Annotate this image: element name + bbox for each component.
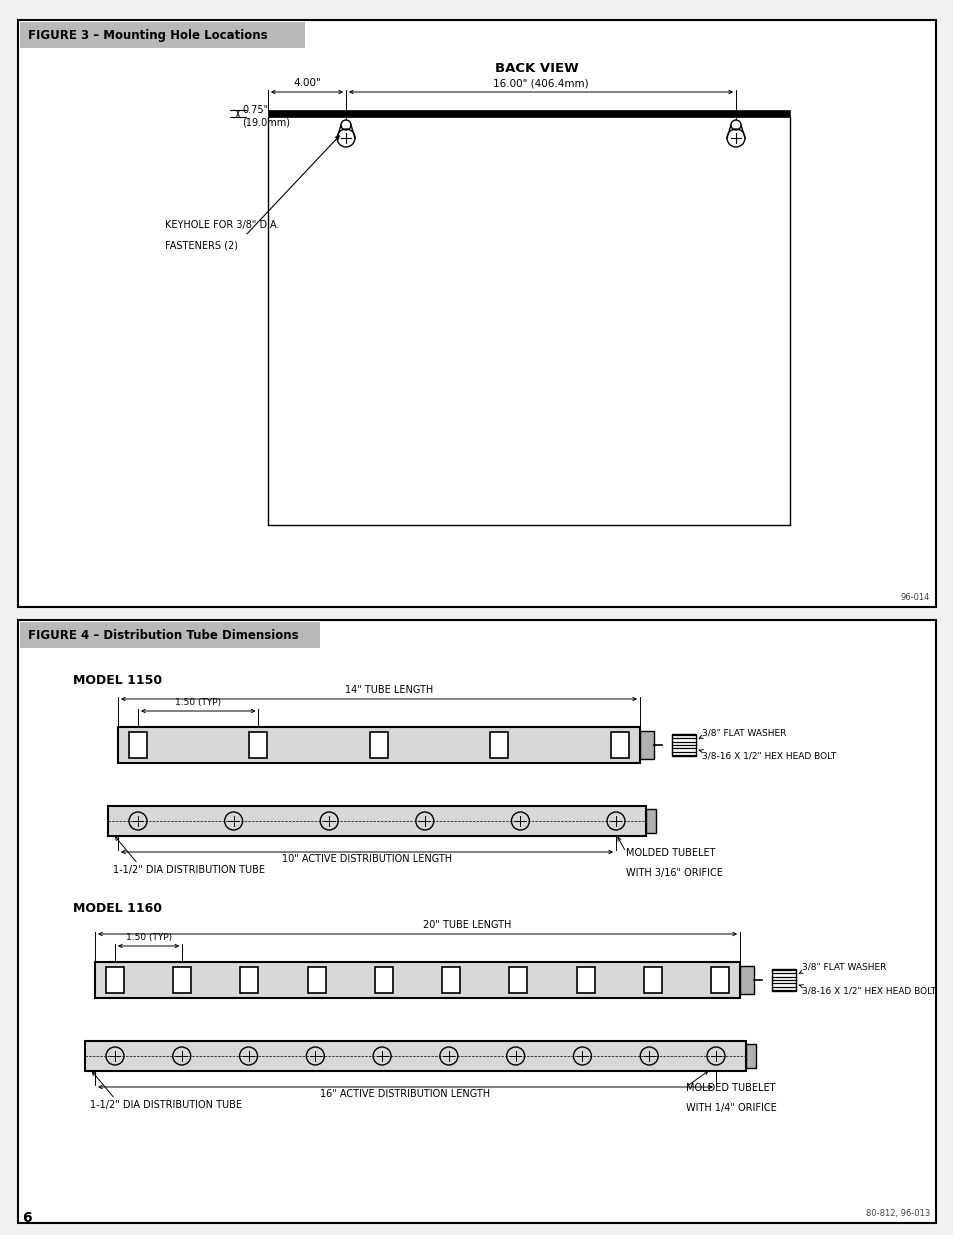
Bar [308, 967, 325, 993]
Bar [95, 962, 740, 998]
Bar [85, 1041, 745, 1071]
Bar [20, 622, 319, 648]
Text: 10" ACTIVE DISTRIBUTION LENGTH: 10" ACTIVE DISTRIBUTION LENGTH [282, 853, 452, 864]
Text: 1-1/2" DIA DISTRIBUTION TUBE: 1-1/2" DIA DISTRIBUTION TUBE [90, 1100, 242, 1110]
Bar [509, 967, 527, 993]
Text: MODEL 1150: MODEL 1150 [73, 673, 162, 687]
Bar [740, 966, 753, 994]
Text: MODEL 1160: MODEL 1160 [73, 902, 162, 914]
Bar [610, 732, 628, 758]
Text: (19.0mm): (19.0mm) [242, 117, 290, 127]
Text: 14" TUBE LENGTH: 14" TUBE LENGTH [345, 685, 433, 695]
Text: FIGURE 3 – Mounting Hole Locations: FIGURE 3 – Mounting Hole Locations [28, 28, 268, 42]
Bar [639, 731, 654, 760]
Bar [645, 809, 656, 832]
Text: MOLDED TUBELET: MOLDED TUBELET [625, 848, 715, 858]
Text: 16.00" (406.4mm): 16.00" (406.4mm) [493, 78, 588, 88]
Bar [108, 806, 645, 836]
Bar [441, 967, 459, 993]
Text: 0.75": 0.75" [242, 105, 268, 115]
Text: 3/8-16 X 1/2" HEX HEAD BOLT: 3/8-16 X 1/2" HEX HEAD BOLT [701, 751, 836, 760]
Bar [18, 620, 935, 1223]
Bar [671, 734, 696, 756]
Text: FIGURE 4 – Distribution Tube Dimensions: FIGURE 4 – Distribution Tube Dimensions [28, 629, 298, 641]
Text: 1.50 (TYP): 1.50 (TYP) [126, 932, 172, 942]
Bar [18, 20, 935, 606]
Text: 96-014: 96-014 [900, 593, 929, 601]
Bar [490, 732, 508, 758]
Text: WITH 3/16" ORIFICE: WITH 3/16" ORIFICE [625, 868, 722, 878]
Text: BACK VIEW: BACK VIEW [495, 62, 578, 74]
Bar [240, 967, 258, 993]
Text: 4.00": 4.00" [293, 78, 320, 88]
Text: 3/8" FLAT WASHER: 3/8" FLAT WASHER [701, 727, 785, 737]
Text: 3/8-16 X 1/2" HEX HEAD BOLT: 3/8-16 X 1/2" HEX HEAD BOLT [801, 986, 935, 995]
Bar [118, 727, 639, 763]
Bar [745, 1044, 755, 1068]
Bar [173, 967, 191, 993]
Bar [375, 967, 393, 993]
Text: 1.50 (TYP): 1.50 (TYP) [175, 698, 221, 706]
Bar [576, 967, 594, 993]
Text: 1-1/2" DIA DISTRIBUTION TUBE: 1-1/2" DIA DISTRIBUTION TUBE [112, 864, 265, 876]
Bar [20, 22, 305, 48]
Text: 20" TUBE LENGTH: 20" TUBE LENGTH [423, 920, 511, 930]
Text: 16" ACTIVE DISTRIBUTION LENGTH: 16" ACTIVE DISTRIBUTION LENGTH [320, 1089, 490, 1099]
Text: 3/8" FLAT WASHER: 3/8" FLAT WASHER [801, 963, 885, 972]
Bar [771, 969, 795, 990]
Text: MOLDED TUBELET: MOLDED TUBELET [685, 1083, 775, 1093]
Text: FASTENERS (2): FASTENERS (2) [165, 240, 237, 249]
Bar [370, 732, 388, 758]
Bar [106, 967, 124, 993]
Bar [129, 732, 147, 758]
Text: 6: 6 [22, 1212, 31, 1225]
Text: 80-812, 96-013: 80-812, 96-013 [864, 1209, 929, 1218]
Bar [268, 110, 789, 117]
Bar [710, 967, 728, 993]
Text: WITH 1/4" ORIFICE: WITH 1/4" ORIFICE [685, 1103, 776, 1113]
Text: KEYHOLE FOR 3/8" DIA.: KEYHOLE FOR 3/8" DIA. [165, 220, 279, 230]
Bar [250, 732, 267, 758]
Bar [643, 967, 661, 993]
